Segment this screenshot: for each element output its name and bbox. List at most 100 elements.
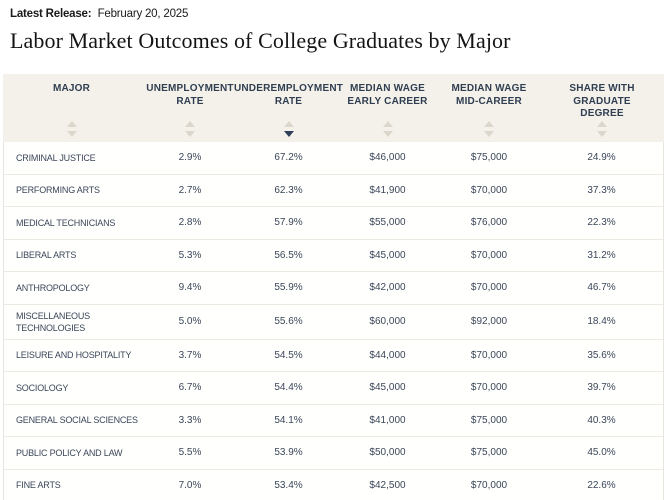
value-cell: $44,000 (369, 349, 406, 361)
value-cell: 55.6% (274, 316, 303, 327)
sort-down-icon[interactable] (382, 130, 393, 137)
sort-control (185, 120, 195, 137)
column-header-underemployment-rate[interactable]: UNDEREMPLOYMENT RATE (234, 74, 343, 146)
sort-up-icon[interactable] (597, 120, 607, 127)
value-cell: 67.2% (274, 152, 303, 164)
value-cell: 22.3% (587, 217, 616, 229)
table-row: LIBERAL ARTS 5.3% 56.5% $45,000 $70,000 31.2% (4, 239, 663, 272)
latest-release: Latest Release: February 20, 2025 (0, 7, 667, 22)
value-cell: 40.3% (587, 414, 616, 426)
column-header-median-wage-early-career[interactable]: MEDIAN WAGE EARLY CAREER (337, 74, 438, 146)
table-row: GENERAL SOCIAL SCIENCES 3.3% 54.1% $41,000 $… (4, 404, 663, 437)
column-label: SHARE WITH GRADUATE DEGREE (569, 83, 635, 119)
major-cell: ANTHROPOLOGY (16, 282, 90, 293)
major-cell: SOCIOLOGY (16, 382, 69, 393)
value-cell: $45,000 (369, 382, 406, 394)
sort-up-icon[interactable] (283, 120, 294, 127)
table-row: SOCIOLOGY 6.7% 54.4% $45,000 $70,000 39.7% (4, 372, 663, 405)
value-cell: $92,000 (470, 316, 508, 327)
value-cell: $50,000 (369, 447, 406, 459)
sort-down-icon[interactable] (66, 130, 77, 137)
value-cell: $60,000 (369, 316, 406, 327)
value-cell: $46,000 (369, 152, 406, 164)
column-header-share-with-graduate-degree[interactable]: SHARE WITH GRADUATE DEGREE (540, 74, 664, 146)
value-cell: 37.3% (587, 184, 616, 196)
table-row: LEISURE AND HOSPITALITY 3.7% 54.5% $44,000 $… (4, 339, 663, 372)
value-cell: 6.7% (178, 382, 202, 394)
value-cell: 7.0% (178, 479, 202, 491)
table-row: ANTHROPOLOGY 9.4% 55.9% $42,000 $70,000 46.7% (4, 272, 663, 305)
table-row: PERFORMING ARTS 2.7% 62.3% $41,900 $70,000 37… (4, 174, 663, 207)
sort-up-icon[interactable] (66, 120, 77, 127)
value-cell: 31.2% (587, 249, 616, 261)
value-cell: $42,500 (369, 479, 406, 491)
major-cell: LEISURE AND HOSPITALITY (16, 350, 132, 361)
value-cell: 55.9% (274, 282, 303, 294)
sort-down-icon[interactable] (283, 130, 294, 137)
table-row: MISCELLANEOUS TECHNOLOGIES 5.0% 55.6% $60,0… (4, 304, 663, 340)
value-cell: 54.1% (274, 414, 303, 426)
table-row: MEDICAL TECHNICIANS 2.8% 57.9% $55,000 $76,0… (4, 207, 663, 240)
outcomes-table: MAJOR UNEMPLOYMENT RATE UNDEREMPLOYMENT RA… (3, 74, 664, 500)
value-cell: 5.5% (178, 447, 202, 459)
sort-control (382, 120, 393, 137)
column-label: UNDEREMPLOYMENT RATE (233, 83, 344, 107)
column-header-unemployment-rate[interactable]: UNEMPLOYMENT RATE (140, 74, 240, 146)
sort-control (597, 120, 607, 137)
value-cell: 22.6% (587, 479, 616, 491)
value-cell: 9.4% (178, 282, 202, 294)
value-cell: $75,000 (470, 447, 508, 459)
major-cell: GENERAL SOCIAL SCIENCES (16, 415, 138, 426)
value-cell: 5.0% (178, 316, 202, 327)
page-title: Labor Market Outcomes of College Graduat… (10, 28, 511, 53)
value-cell: 62.3% (274, 184, 303, 196)
sort-up-icon[interactable] (185, 120, 195, 127)
value-cell: 45.0% (587, 447, 616, 459)
value-cell: 5.3% (178, 249, 202, 261)
value-cell: 35.6% (587, 349, 616, 361)
value-cell: 2.9% (178, 152, 202, 164)
major-cell: FINE ARTS (16, 480, 61, 491)
column-label: UNEMPLOYMENT RATE (146, 83, 234, 107)
sort-control (283, 120, 294, 137)
table-body: CRIMINAL JUSTICE 2.9% 67.2% $46,000 $75,000 2… (3, 142, 664, 500)
value-cell: 24.9% (587, 152, 616, 164)
column-header-major[interactable]: MAJOR (3, 74, 140, 146)
column-label: MEDIAN WAGE EARLY CAREER (347, 83, 428, 107)
sort-down-icon[interactable] (597, 130, 607, 137)
value-cell: 46.7% (587, 282, 616, 294)
value-cell: $70,000 (470, 479, 508, 491)
table-row: PUBLIC POLICY AND LAW 5.5% 53.9% $50,000 $75… (4, 437, 663, 470)
value-cell: 18.4% (587, 316, 616, 327)
sort-down-icon[interactable] (185, 130, 195, 137)
value-cell: 54.4% (274, 382, 303, 394)
value-cell: $70,000 (470, 349, 508, 361)
value-cell: $70,000 (470, 249, 508, 261)
value-cell: $76,000 (470, 217, 508, 229)
value-cell: 54.5% (274, 349, 303, 361)
sort-up-icon[interactable] (484, 120, 494, 127)
value-cell: 56.5% (274, 249, 303, 261)
sort-up-icon[interactable] (382, 120, 393, 127)
value-cell: 2.7% (178, 184, 202, 196)
release-label: Latest Release: (10, 8, 92, 20)
value-cell: $41,000 (369, 414, 406, 426)
value-cell: 3.3% (178, 414, 202, 426)
value-cell: $70,000 (470, 282, 508, 294)
value-cell: $70,000 (470, 184, 508, 196)
value-cell: $70,000 (470, 382, 508, 394)
value-cell: 2.8% (178, 217, 202, 229)
column-label: MEDIAN WAGE MID-CAREER (451, 83, 527, 107)
column-label: MAJOR (52, 83, 91, 94)
release-date: February 20, 2025 (97, 8, 189, 20)
column-header-median-wage-mid-career[interactable]: MEDIAN WAGE MID-CAREER (438, 74, 540, 146)
value-cell: $42,000 (369, 282, 406, 294)
major-cell: CRIMINAL JUSTICE (16, 152, 96, 163)
table-row: FINE ARTS 7.0% 53.4% $42,500 $70,000 22.6% (4, 469, 663, 500)
major-cell: MEDICAL TECHNICIANS (16, 217, 116, 228)
major-cell: PUBLIC POLICY AND LAW (16, 447, 123, 458)
value-cell: $45,000 (369, 249, 406, 261)
sort-down-icon[interactable] (484, 130, 494, 137)
value-cell: 53.9% (274, 447, 303, 459)
